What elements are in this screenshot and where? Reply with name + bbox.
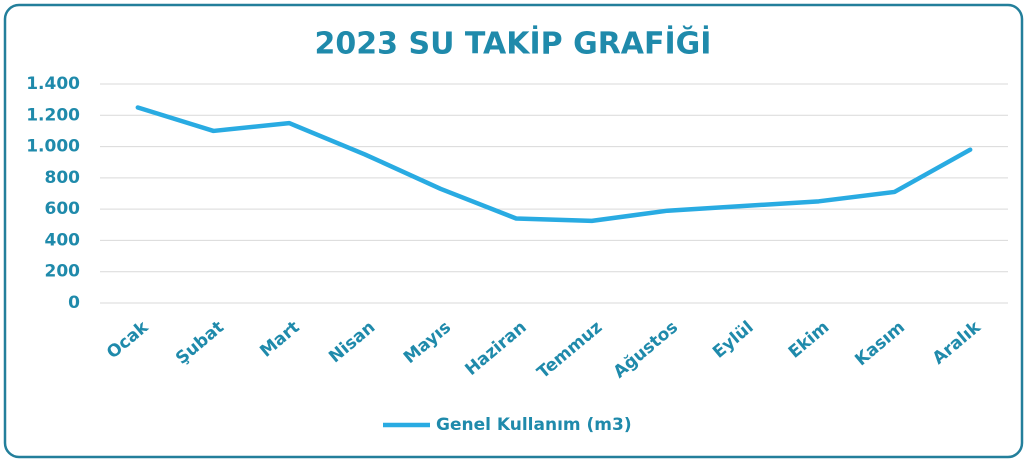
y-tick-label: 400	[45, 230, 81, 250]
y-tick-label: 1.000	[26, 137, 80, 157]
y-tick-label: 1.400	[26, 74, 80, 94]
y-tick-label: 1.200	[26, 105, 80, 125]
series-line	[135, 105, 973, 224]
y-tick-label: 600	[45, 199, 81, 219]
chart-title: 2023 SU TAKİP GRAFİĞİ	[315, 25, 712, 62]
legend-label: Genel Kullanım (m3)	[436, 415, 632, 435]
y-tick-label: 200	[45, 262, 81, 282]
y-tick-label: 0	[68, 293, 80, 313]
y-tick-label: 800	[45, 168, 81, 188]
chart-frame	[3, 3, 1024, 459]
